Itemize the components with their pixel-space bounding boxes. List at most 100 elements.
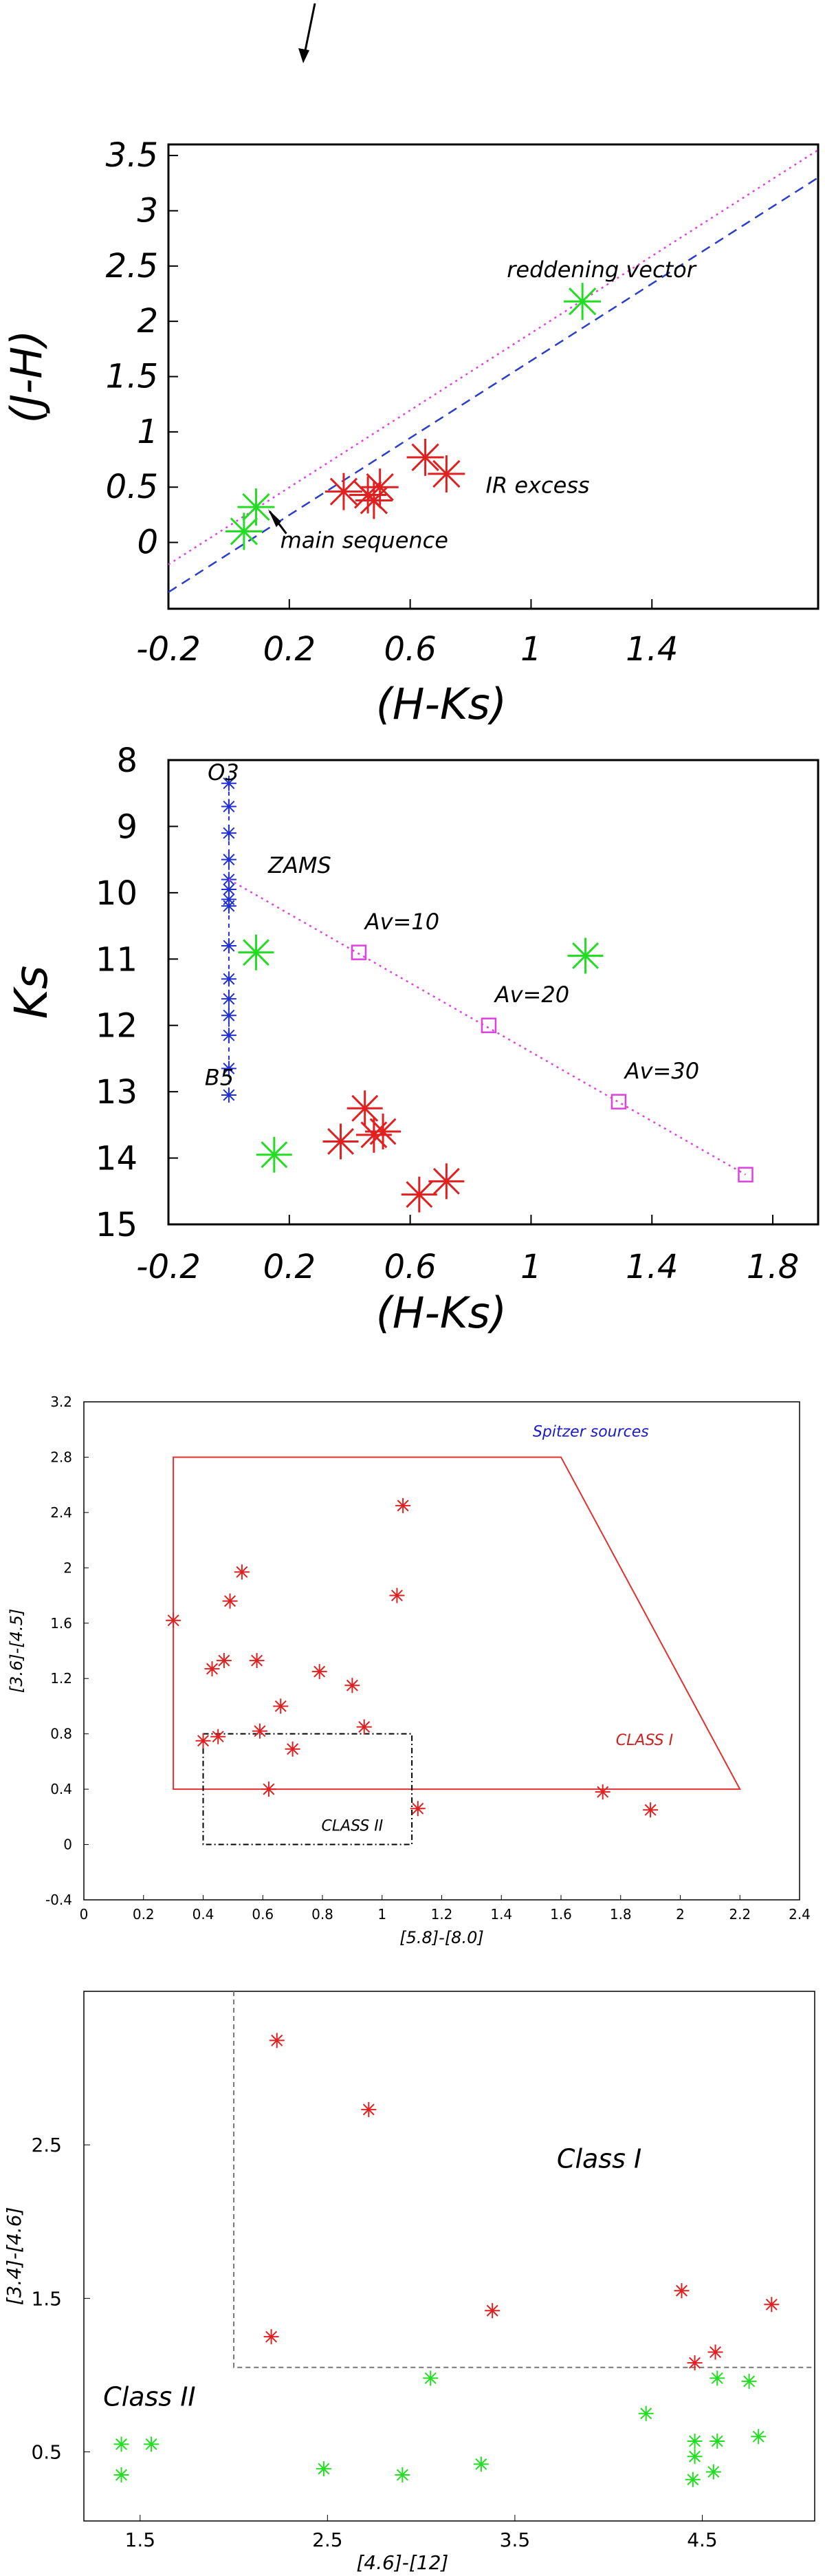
panel2-annotation: B5 <box>205 1065 234 1091</box>
panel3-ytick-label: 2 <box>63 1559 72 1576</box>
panel1-reference-line <box>168 149 819 565</box>
panel2-zams-point <box>221 1028 236 1043</box>
panel1-annotation: reddening vector <box>507 257 696 283</box>
panel2-ytick-label: 8 <box>116 742 138 780</box>
panel1-xtick-label: -0.2 <box>136 630 201 669</box>
panel2-ytick-label: 14 <box>96 1140 138 1178</box>
panel3-ytick-label: 1.6 <box>50 1615 72 1632</box>
panel1-ytick-label: 2.5 <box>106 247 158 285</box>
panel1-ytick-label: 3.5 <box>106 136 158 175</box>
panel4-annotation: Class I <box>557 2144 641 2174</box>
panel2-data-point <box>401 1176 437 1213</box>
panel1-frame <box>167 143 820 610</box>
panel2-xtick-label: 0.6 <box>384 1248 436 1286</box>
panel2-ytick-label: 9 <box>116 808 138 846</box>
panel3-data-point <box>210 1729 226 1744</box>
panel1-y-axis-label: (J-H) <box>1 330 52 424</box>
panel2-zams-point <box>221 1008 236 1024</box>
panel2-annotation: Av=30 <box>624 1058 699 1084</box>
panel1-ytick-label: 0.5 <box>106 468 158 506</box>
panel4-data-point <box>423 2370 439 2386</box>
panel1-xtick-label: 1.4 <box>626 630 678 669</box>
panel2-zams-point <box>221 825 236 841</box>
panel4-data-point <box>316 2461 331 2477</box>
panel2-zams-point <box>221 991 236 1007</box>
panel2-annotation: Av=10 <box>364 909 439 935</box>
panel4-data-point <box>687 2433 703 2449</box>
panel3-ytick-label: -0.4 <box>45 1892 72 1908</box>
panel1-data-point <box>324 473 362 510</box>
panel1-x-axis-label: (H-Ks) <box>376 679 507 729</box>
panel4-data-point <box>707 2344 723 2360</box>
panel3-xtick-label: 1.6 <box>550 1906 572 1923</box>
panel3-data-point <box>410 1801 426 1817</box>
panel1-ytick-label: 2 <box>137 302 158 340</box>
panel4-ytick-label: 1.5 <box>31 2287 62 2310</box>
panel4-x-axis-label: [4.6]-[12] <box>356 2551 448 2574</box>
panel4-data-point <box>705 2464 721 2480</box>
panel3-annotation: CLASS II <box>321 1817 383 1834</box>
panel1-data-point <box>406 438 444 476</box>
panel2-ytick-label: 13 <box>96 1073 138 1112</box>
panel3-xtick-label: 2.4 <box>789 1906 811 1923</box>
panel4-data-point <box>485 2303 500 2319</box>
panel3-xtick-label: 1.8 <box>610 1906 632 1923</box>
panel4-data-point <box>473 2456 489 2472</box>
panel3-xtick-label: 0.6 <box>252 1906 274 1923</box>
panel1-data-point <box>355 481 393 519</box>
panel4-data-point <box>687 2449 703 2465</box>
panel3-data-point <box>344 1678 360 1693</box>
panel2-ytick-label: 12 <box>96 1007 138 1046</box>
panel2-ytick-label: 10 <box>96 874 138 913</box>
panel2-xtick-label: -0.2 <box>136 1248 201 1286</box>
panel2-zams-point <box>221 852 236 867</box>
panel3-data-point <box>249 1653 265 1669</box>
panel3-data-point <box>204 1661 220 1677</box>
panel3-data-point <box>389 1588 405 1603</box>
panel2-zams-point <box>221 775 236 791</box>
panel2-xtick-label: 0.2 <box>263 1248 316 1286</box>
panel3-data-point <box>311 1664 327 1680</box>
panel2-data-point <box>256 1136 292 1173</box>
panel3-xtick-label: 0.4 <box>192 1906 214 1923</box>
panel4-xtick-label: 3.5 <box>500 2529 531 2551</box>
panel3-xtick-label: 2.2 <box>729 1906 751 1923</box>
panel3-frame <box>83 1401 800 1901</box>
panel3-data-point <box>395 1497 411 1513</box>
panel4-xtick-label: 2.5 <box>312 2529 343 2551</box>
panel1-data-point <box>361 468 399 506</box>
panel3-ytick-label: 0.4 <box>50 1781 72 1797</box>
panel4-annotation: Class II <box>103 2382 195 2412</box>
panel2-annotation: Av=20 <box>494 982 569 1008</box>
panel3-class-i-region <box>173 1456 741 1790</box>
panel1-ytick-label: 1 <box>137 413 158 451</box>
panel1-ytick-label: 1.5 <box>106 358 158 396</box>
panel4-xtick-label: 1.5 <box>125 2529 156 2551</box>
panel2-zams-point <box>221 971 236 987</box>
panel4-data-point <box>710 2433 725 2449</box>
panel4-y-axis-label: [3.4]-[4.6] <box>3 2207 25 2306</box>
panel1-annotation: main sequence <box>280 528 448 554</box>
panel3-annotation: CLASS I <box>616 1732 673 1749</box>
panel4-class-i-boundary <box>233 1991 815 2368</box>
panel4-xtick-label: 4.5 <box>687 2529 718 2551</box>
panel1-xtick-label: 1 <box>520 630 542 669</box>
panel3-data-point <box>273 1698 289 1714</box>
panel2-zams-point <box>221 898 236 914</box>
panel3-data-point <box>166 1612 182 1628</box>
panel2-data-point <box>365 1114 402 1149</box>
panel2-zams-point <box>221 938 236 953</box>
panel3-ytick-label: 0 <box>63 1837 72 1853</box>
panel2-x-axis-label: (H-Ks) <box>376 1288 507 1338</box>
panel2-ytick-label: 15 <box>96 1206 138 1244</box>
panel4-data-point <box>263 2329 279 2345</box>
panel4-data-point <box>144 2436 160 2452</box>
panel1-xtick-label: 0.2 <box>263 630 316 669</box>
panel1-pointer-arrow-head <box>268 509 281 528</box>
panel3-ytick-label: 2.8 <box>50 1449 72 1465</box>
panel3-xtick-label: 1 <box>377 1906 386 1923</box>
panel3-data-point <box>285 1741 300 1757</box>
panel3-data-point <box>261 1782 276 1797</box>
panel3-xtick-label: 2 <box>676 1906 685 1923</box>
